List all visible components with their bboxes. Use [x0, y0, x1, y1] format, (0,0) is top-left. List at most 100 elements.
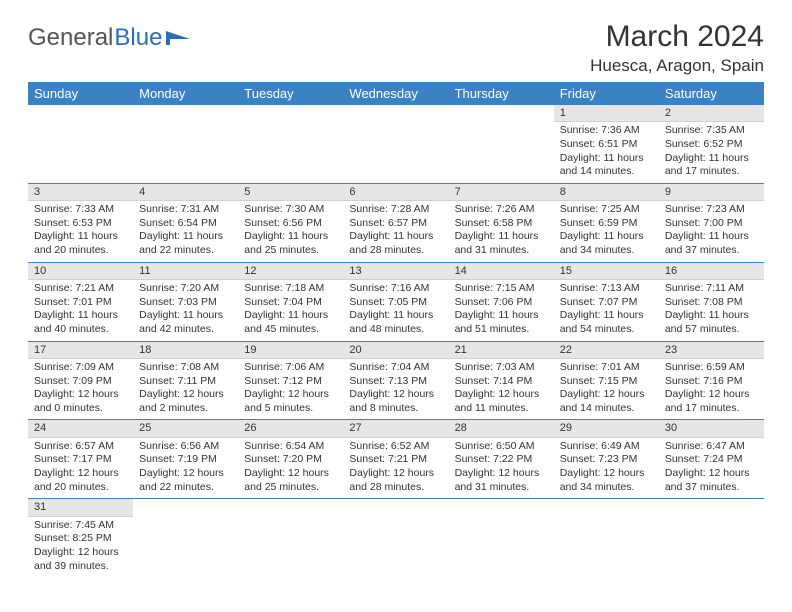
day-number: 23: [659, 342, 764, 359]
weekday-header: Sunday: [28, 82, 133, 105]
calendar-cell: 30Sunrise: 6:47 AMSunset: 7:24 PMDayligh…: [659, 420, 764, 499]
day-number: 11: [133, 263, 238, 280]
logo: GeneralBlue: [28, 24, 192, 52]
sunrise-line: Sunrise: 7:15 AM: [455, 282, 548, 296]
calendar-cell: [28, 105, 133, 183]
sunrise-line: Sunrise: 7:21 AM: [34, 282, 127, 296]
calendar-cell: 18Sunrise: 7:08 AMSunset: 7:11 PMDayligh…: [133, 341, 238, 420]
sunrise-line: Sunrise: 6:50 AM: [455, 440, 548, 454]
sunset-line: Sunset: 7:17 PM: [34, 453, 127, 467]
daylight-line: Daylight: 12 hours and 39 minutes.: [34, 546, 127, 573]
daylight-line: Daylight: 12 hours and 14 minutes.: [560, 388, 653, 415]
sunset-line: Sunset: 7:04 PM: [244, 296, 337, 310]
sunrise-line: Sunrise: 6:47 AM: [665, 440, 758, 454]
day-number: 15: [554, 263, 659, 280]
day-number: 19: [238, 342, 343, 359]
sunset-line: Sunset: 7:06 PM: [455, 296, 548, 310]
sunrise-line: Sunrise: 7:45 AM: [34, 519, 127, 533]
page-title: March 2024: [590, 20, 764, 54]
calendar-cell: [343, 499, 448, 577]
sunset-line: Sunset: 7:14 PM: [455, 375, 548, 389]
day-content: Sunrise: 7:04 AMSunset: 7:13 PMDaylight:…: [343, 359, 448, 420]
calendar-cell: 29Sunrise: 6:49 AMSunset: 7:23 PMDayligh…: [554, 420, 659, 499]
daylight-line: Daylight: 12 hours and 8 minutes.: [349, 388, 442, 415]
day-content: Sunrise: 7:23 AMSunset: 7:00 PMDaylight:…: [659, 201, 764, 262]
daylight-line: Daylight: 11 hours and 34 minutes.: [560, 230, 653, 257]
calendar-cell: 15Sunrise: 7:13 AMSunset: 7:07 PMDayligh…: [554, 262, 659, 341]
sunrise-line: Sunrise: 6:57 AM: [34, 440, 127, 454]
day-content: Sunrise: 7:01 AMSunset: 7:15 PMDaylight:…: [554, 359, 659, 420]
sunrise-line: Sunrise: 7:18 AM: [244, 282, 337, 296]
day-number: 27: [343, 420, 448, 437]
sunset-line: Sunset: 7:11 PM: [139, 375, 232, 389]
calendar-cell: 31Sunrise: 7:45 AMSunset: 8:25 PMDayligh…: [28, 499, 133, 577]
weekday-header: Friday: [554, 82, 659, 105]
sunset-line: Sunset: 6:54 PM: [139, 217, 232, 231]
logo-text-2: Blue: [114, 24, 162, 52]
weekday-header: Wednesday: [343, 82, 448, 105]
day-number: 6: [343, 184, 448, 201]
sunrise-line: Sunrise: 7:06 AM: [244, 361, 337, 375]
calendar-cell: [133, 105, 238, 183]
sunset-line: Sunset: 7:21 PM: [349, 453, 442, 467]
sunset-line: Sunset: 6:53 PM: [34, 217, 127, 231]
calendar-cell: 26Sunrise: 6:54 AMSunset: 7:20 PMDayligh…: [238, 420, 343, 499]
day-number: 28: [449, 420, 554, 437]
sunrise-line: Sunrise: 6:52 AM: [349, 440, 442, 454]
sunrise-line: Sunrise: 7:03 AM: [455, 361, 548, 375]
calendar-cell: [449, 499, 554, 577]
calendar-cell: 28Sunrise: 6:50 AMSunset: 7:22 PMDayligh…: [449, 420, 554, 499]
day-content: Sunrise: 6:52 AMSunset: 7:21 PMDaylight:…: [343, 438, 448, 499]
calendar-cell: [238, 499, 343, 577]
day-content: Sunrise: 7:03 AMSunset: 7:14 PMDaylight:…: [449, 359, 554, 420]
weekday-header: Saturday: [659, 82, 764, 105]
day-content: Sunrise: 7:06 AMSunset: 7:12 PMDaylight:…: [238, 359, 343, 420]
sunrise-line: Sunrise: 7:13 AM: [560, 282, 653, 296]
calendar-cell: 17Sunrise: 7:09 AMSunset: 7:09 PMDayligh…: [28, 341, 133, 420]
sunset-line: Sunset: 7:09 PM: [34, 375, 127, 389]
logo-text-1: General: [28, 24, 113, 52]
day-content: Sunrise: 7:33 AMSunset: 6:53 PMDaylight:…: [28, 201, 133, 262]
day-content: Sunrise: 6:54 AMSunset: 7:20 PMDaylight:…: [238, 438, 343, 499]
calendar-cell: 13Sunrise: 7:16 AMSunset: 7:05 PMDayligh…: [343, 262, 448, 341]
sunrise-line: Sunrise: 7:30 AM: [244, 203, 337, 217]
day-number: 30: [659, 420, 764, 437]
weekday-header: Thursday: [449, 82, 554, 105]
logo-flag-icon: [166, 29, 192, 47]
day-number: 29: [554, 420, 659, 437]
calendar-cell: 3Sunrise: 7:33 AMSunset: 6:53 PMDaylight…: [28, 183, 133, 262]
sunrise-line: Sunrise: 7:09 AM: [34, 361, 127, 375]
calendar-cell: 7Sunrise: 7:26 AMSunset: 6:58 PMDaylight…: [449, 183, 554, 262]
daylight-line: Daylight: 11 hours and 45 minutes.: [244, 309, 337, 336]
calendar-cell: 27Sunrise: 6:52 AMSunset: 7:21 PMDayligh…: [343, 420, 448, 499]
calendar-cell: 11Sunrise: 7:20 AMSunset: 7:03 PMDayligh…: [133, 262, 238, 341]
daylight-line: Daylight: 11 hours and 54 minutes.: [560, 309, 653, 336]
day-number: 5: [238, 184, 343, 201]
calendar-cell: 21Sunrise: 7:03 AMSunset: 7:14 PMDayligh…: [449, 341, 554, 420]
sunrise-line: Sunrise: 7:04 AM: [349, 361, 442, 375]
day-number: 26: [238, 420, 343, 437]
calendar-cell: 19Sunrise: 7:06 AMSunset: 7:12 PMDayligh…: [238, 341, 343, 420]
day-number: 10: [28, 263, 133, 280]
calendar-cell: 25Sunrise: 6:56 AMSunset: 7:19 PMDayligh…: [133, 420, 238, 499]
calendar-cell: 4Sunrise: 7:31 AMSunset: 6:54 PMDaylight…: [133, 183, 238, 262]
sunset-line: Sunset: 8:25 PM: [34, 532, 127, 546]
daylight-line: Daylight: 11 hours and 14 minutes.: [560, 152, 653, 179]
calendar-body: 1Sunrise: 7:36 AMSunset: 6:51 PMDaylight…: [28, 105, 764, 577]
sunset-line: Sunset: 7:05 PM: [349, 296, 442, 310]
sunrise-line: Sunrise: 7:26 AM: [455, 203, 548, 217]
daylight-line: Daylight: 12 hours and 17 minutes.: [665, 388, 758, 415]
calendar-cell: 9Sunrise: 7:23 AMSunset: 7:00 PMDaylight…: [659, 183, 764, 262]
daylight-line: Daylight: 11 hours and 51 minutes.: [455, 309, 548, 336]
calendar-cell: 24Sunrise: 6:57 AMSunset: 7:17 PMDayligh…: [28, 420, 133, 499]
day-content: Sunrise: 7:36 AMSunset: 6:51 PMDaylight:…: [554, 122, 659, 183]
sunset-line: Sunset: 7:22 PM: [455, 453, 548, 467]
calendar-cell: 22Sunrise: 7:01 AMSunset: 7:15 PMDayligh…: [554, 341, 659, 420]
day-number: 22: [554, 342, 659, 359]
daylight-line: Daylight: 12 hours and 34 minutes.: [560, 467, 653, 494]
daylight-line: Daylight: 11 hours and 48 minutes.: [349, 309, 442, 336]
sunrise-line: Sunrise: 7:16 AM: [349, 282, 442, 296]
sunset-line: Sunset: 7:08 PM: [665, 296, 758, 310]
day-number: 24: [28, 420, 133, 437]
day-number: 2: [659, 105, 764, 122]
